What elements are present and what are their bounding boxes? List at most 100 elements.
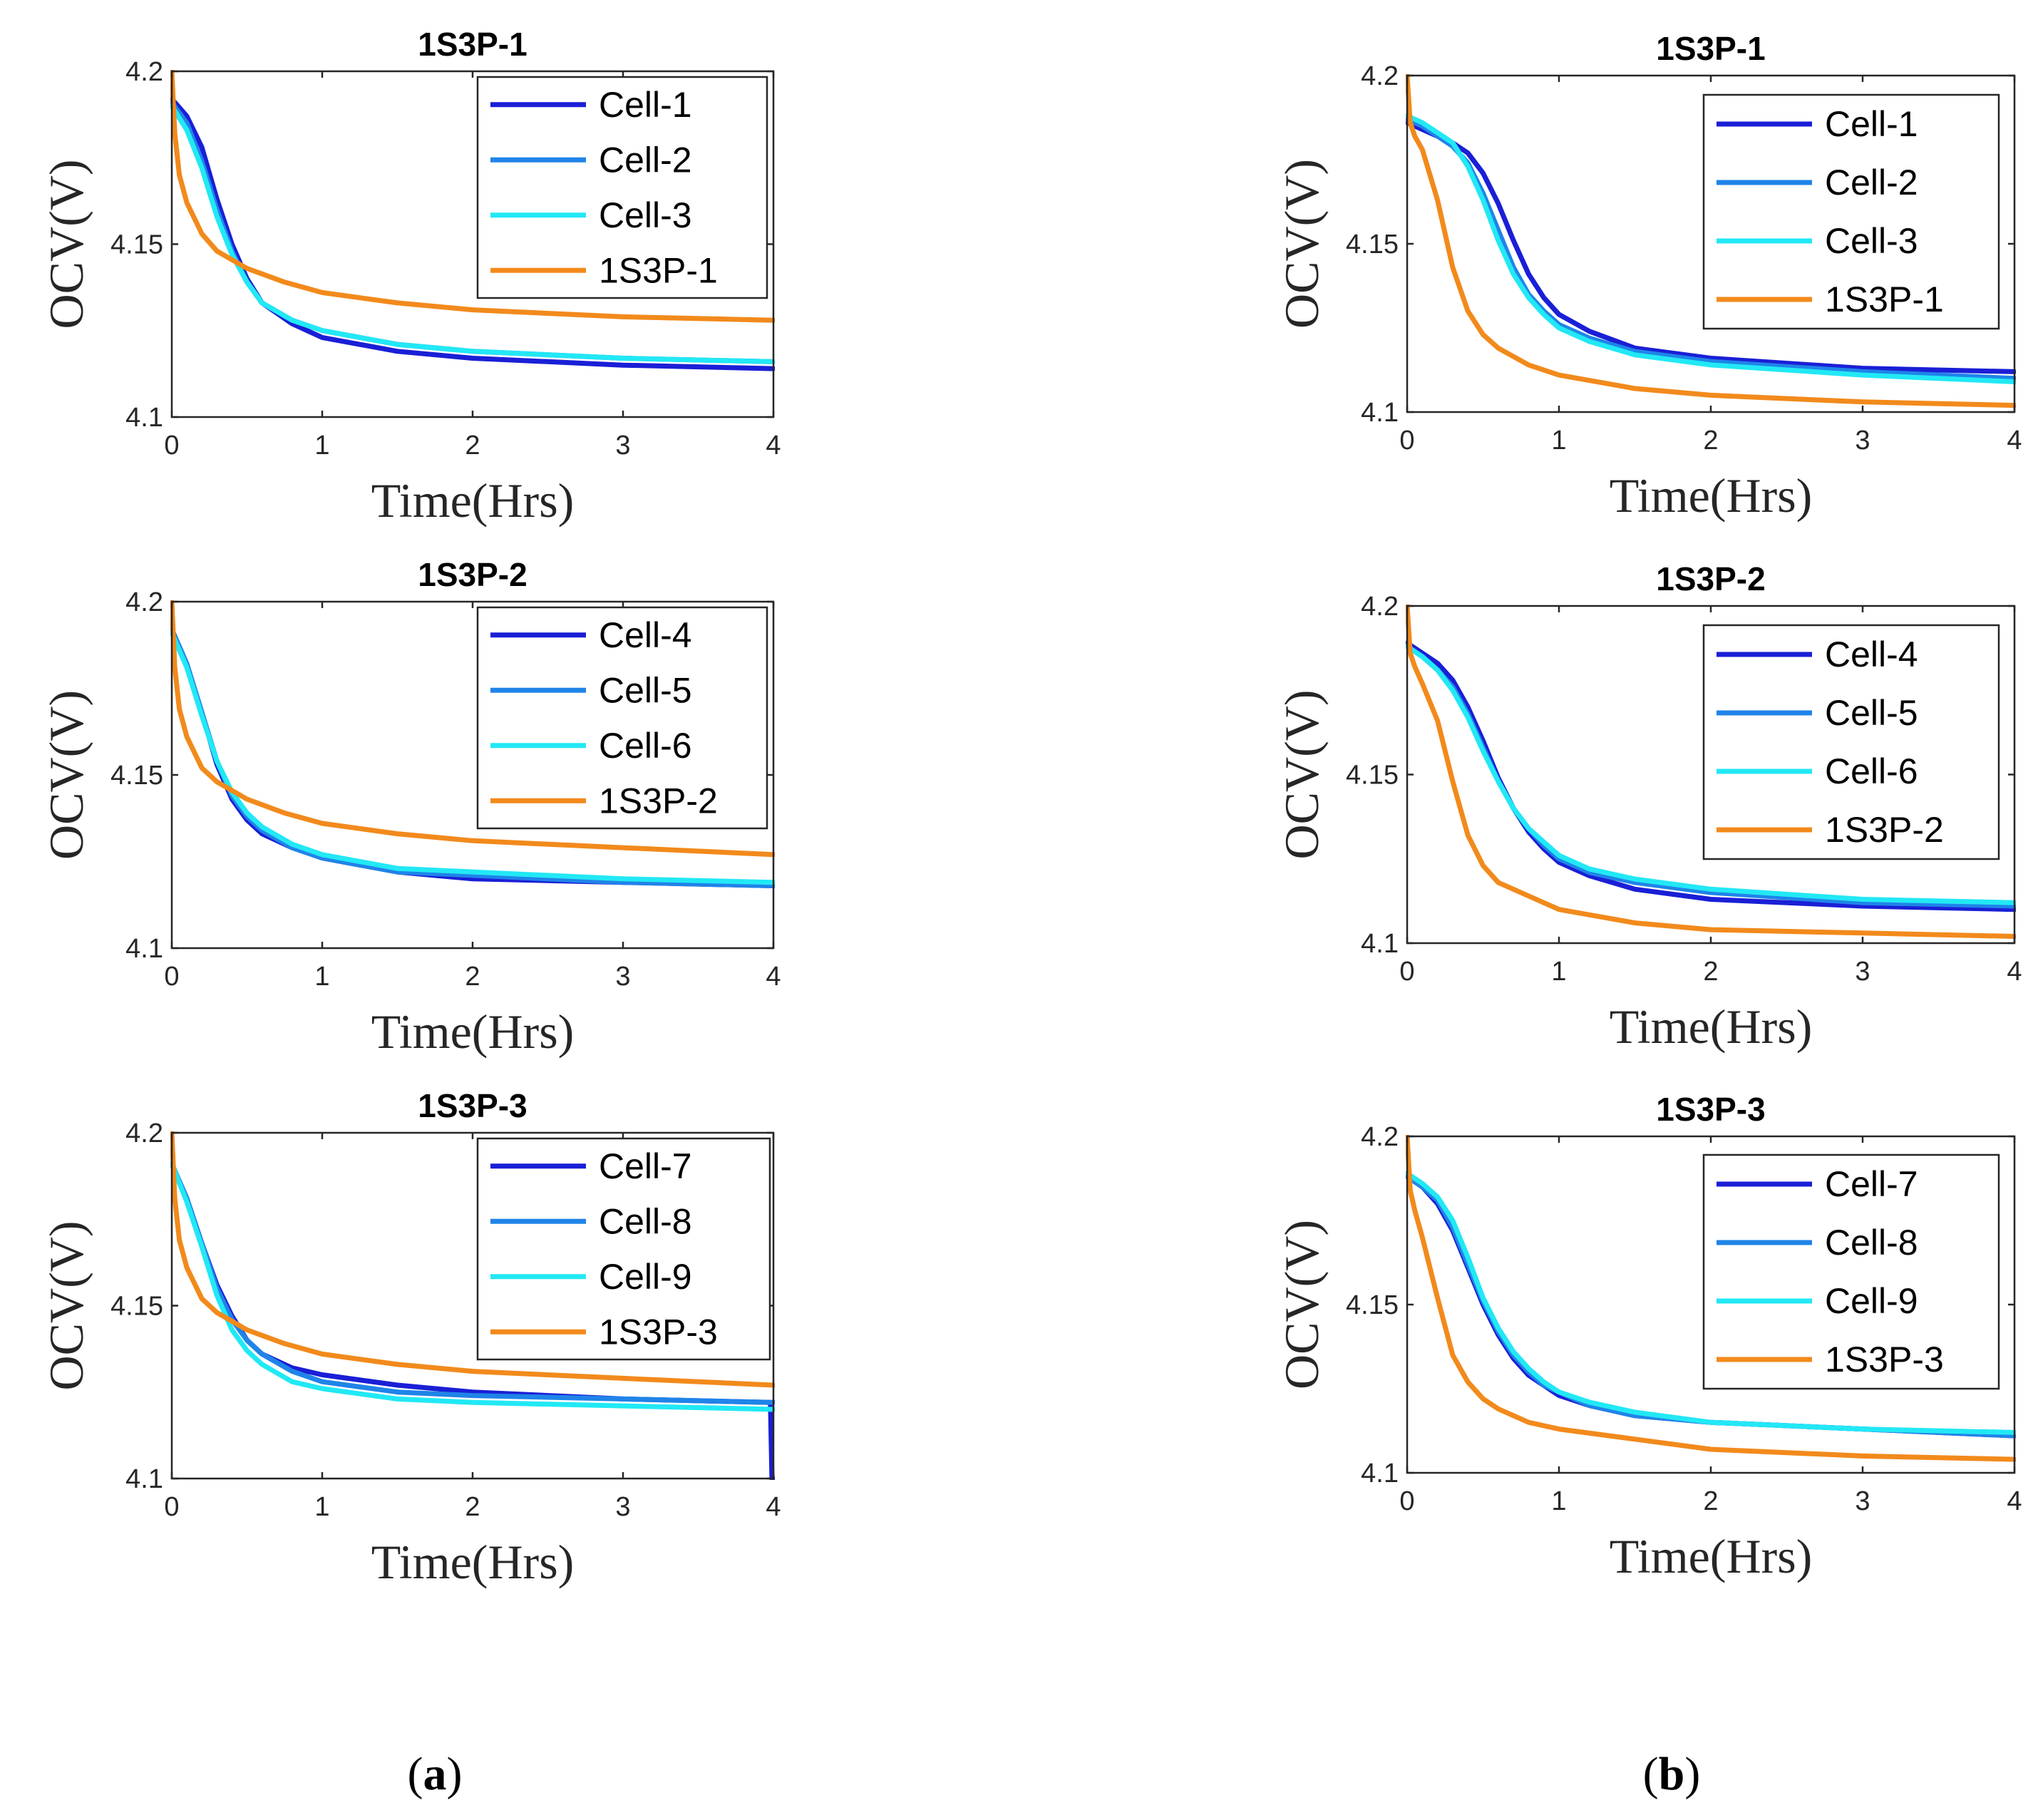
x-tick-label: 0 [164, 962, 179, 992]
legend: Cell-7 Cell-8 Cell-9 1S3P-3 [1702, 1153, 2000, 1390]
x-tick-label: 3 [1855, 1486, 1870, 1516]
x-tick-label: 2 [465, 1492, 480, 1522]
legend-box [1702, 624, 2000, 860]
x-axis-label: Time(Hrs) [1610, 999, 1813, 1054]
legend: Cell-4 Cell-5 Cell-6 1S3P-2 [476, 606, 768, 830]
panels: 0 1 2 3 4 4.1 4.15 4.2 1S3P-1 Time(Hrs) OCV(V) Cell… [39, 26, 2022, 1589]
x-axis-label: Time(Hrs) [1610, 468, 1813, 523]
y-tick-label: 4.1 [125, 1464, 163, 1494]
x-tick-label: 3 [615, 431, 630, 461]
legend-label: Cell-8 [599, 1201, 692, 1241]
legend: Cell-4 Cell-5 Cell-6 1S3P-2 [1702, 624, 2000, 860]
legend-label: Cell-9 [1825, 1281, 1918, 1321]
y-axis-label: OCV(V) [1275, 1220, 1329, 1389]
x-tick-label: 0 [1399, 1486, 1414, 1516]
chart-panel-2: 0 1 2 3 4 4.1 4.15 4.2 1S3P-2 Time(Hrs) OCV(V) Cell… [39, 556, 781, 1059]
y-tick-label: 4.15 [110, 230, 163, 260]
x-tick-label: 1 [1551, 426, 1566, 456]
legend-label: Cell-4 [599, 615, 692, 655]
x-axis-label: Time(Hrs) [371, 1004, 575, 1059]
x-tick-label: 4 [766, 431, 781, 461]
series-line-1s3p-2 [170, 600, 775, 858]
y-axis-label: OCV(V) [39, 1221, 93, 1391]
y-tick-label: 4.15 [1346, 230, 1399, 259]
x-axis-label: Time(Hrs) [371, 473, 575, 528]
y-axis-label: OCV(V) [1275, 690, 1329, 860]
caption-b: (b) [1643, 1748, 1701, 1800]
x-tick-label: 4 [2007, 426, 2022, 456]
legend-box [476, 1137, 771, 1361]
chart-panel-4: 0 1 2 3 4 4.1 4.15 4.2 1S3P-1 Time(Hrs) OCV(V) Cell… [1275, 30, 2022, 523]
x-tick-label: 2 [1703, 426, 1718, 456]
series-line-cell-3 [170, 103, 775, 364]
y-tick-label: 4.2 [125, 587, 163, 617]
x-tick-label: 3 [1855, 957, 1870, 987]
legend-label: Cell-2 [599, 140, 692, 180]
y-tick-label: 4.1 [1361, 1459, 1399, 1489]
x-tick-label: 1 [314, 431, 329, 461]
x-axis-label: Time(Hrs) [1610, 1529, 1813, 1583]
y-tick-label: 4.1 [1361, 929, 1399, 959]
x-tick-label: 0 [164, 431, 179, 461]
x-tick-label: 0 [164, 1492, 179, 1522]
legend-label: 1S3P-1 [599, 250, 718, 290]
x-tick-label: 1 [314, 962, 329, 992]
chart-title: 1S3P-3 [1656, 1091, 1765, 1128]
legend-label: Cell-9 [599, 1257, 692, 1297]
legend-box [1702, 1153, 2000, 1390]
x-tick-label: 3 [615, 962, 630, 992]
caption-b-close: ) [1684, 1748, 1700, 1800]
x-tick-label: 1 [1551, 957, 1566, 987]
legend-label: Cell-1 [1825, 104, 1918, 144]
chart-title: 1S3P-1 [418, 26, 527, 63]
x-tick-label: 3 [615, 1492, 630, 1522]
caption-a: (a) [408, 1748, 463, 1800]
y-axis-label: OCV(V) [39, 690, 93, 860]
legend-label: Cell-2 [1825, 163, 1918, 202]
caption-b-letter: b [1659, 1748, 1685, 1800]
legend-label: Cell-3 [599, 195, 692, 235]
legend: Cell-7 Cell-8 Cell-9 1S3P-3 [476, 1137, 771, 1361]
series-line-cell-2 [1406, 116, 2016, 381]
chart-panel-5: 0 1 2 3 4 4.1 4.15 4.2 1S3P-2 Time(Hrs) OCV(V) Cell… [1275, 560, 2022, 1054]
legend: Cell-1 Cell-2 Cell-3 1S3P-1 [476, 76, 768, 299]
legend-box [476, 76, 768, 299]
x-tick-label: 2 [1703, 957, 1718, 987]
series-line-1s3p-1 [1406, 74, 2016, 408]
legend-label: Cell-1 [599, 85, 692, 125]
y-tick-label: 4.2 [1361, 592, 1399, 622]
legend-label: 1S3P-3 [599, 1312, 718, 1352]
x-tick-label: 2 [465, 962, 480, 992]
y-tick-label: 4.2 [125, 57, 163, 87]
chart-title: 1S3P-1 [1656, 30, 1765, 67]
caption-b-open: ( [1643, 1748, 1659, 1800]
x-tick-label: 3 [1855, 426, 1870, 456]
y-axis-label: OCV(V) [1275, 159, 1329, 329]
chart-title: 1S3P-3 [418, 1087, 527, 1124]
series-line-cell-3 [1406, 113, 2016, 384]
y-axis-label: OCV(V) [39, 160, 93, 329]
y-tick-label: 4.1 [125, 934, 163, 964]
y-tick-label: 4.1 [1361, 398, 1399, 428]
chart-title: 1S3P-2 [1656, 560, 1765, 597]
legend-label: Cell-6 [1825, 751, 1918, 791]
legend-label: Cell-6 [599, 726, 692, 766]
y-tick-label: 4.2 [125, 1119, 163, 1148]
y-tick-label: 4.15 [110, 761, 163, 791]
legend-label: Cell-3 [1825, 221, 1918, 261]
x-tick-label: 4 [2007, 957, 2022, 987]
legend-label: 1S3P-1 [1825, 279, 1944, 319]
chart-title: 1S3P-2 [418, 556, 527, 593]
x-tick-label: 1 [314, 1492, 329, 1522]
legend-label: Cell-7 [599, 1146, 692, 1186]
series-line-cell-6 [1406, 644, 2016, 905]
legend-box [1702, 93, 2000, 330]
x-tick-label: 0 [1399, 957, 1414, 987]
x-tick-label: 0 [1399, 426, 1414, 456]
series-line-1s3p-1 [170, 70, 775, 323]
chart-panel-6: 0 1 2 3 4 4.1 4.15 4.2 1S3P-3 Time(Hrs) OCV(V) Cell… [1275, 1091, 2022, 1583]
y-tick-label: 4.2 [1361, 61, 1399, 91]
x-tick-label: 4 [766, 1492, 781, 1522]
series-line-1s3p-2 [1406, 605, 2016, 939]
